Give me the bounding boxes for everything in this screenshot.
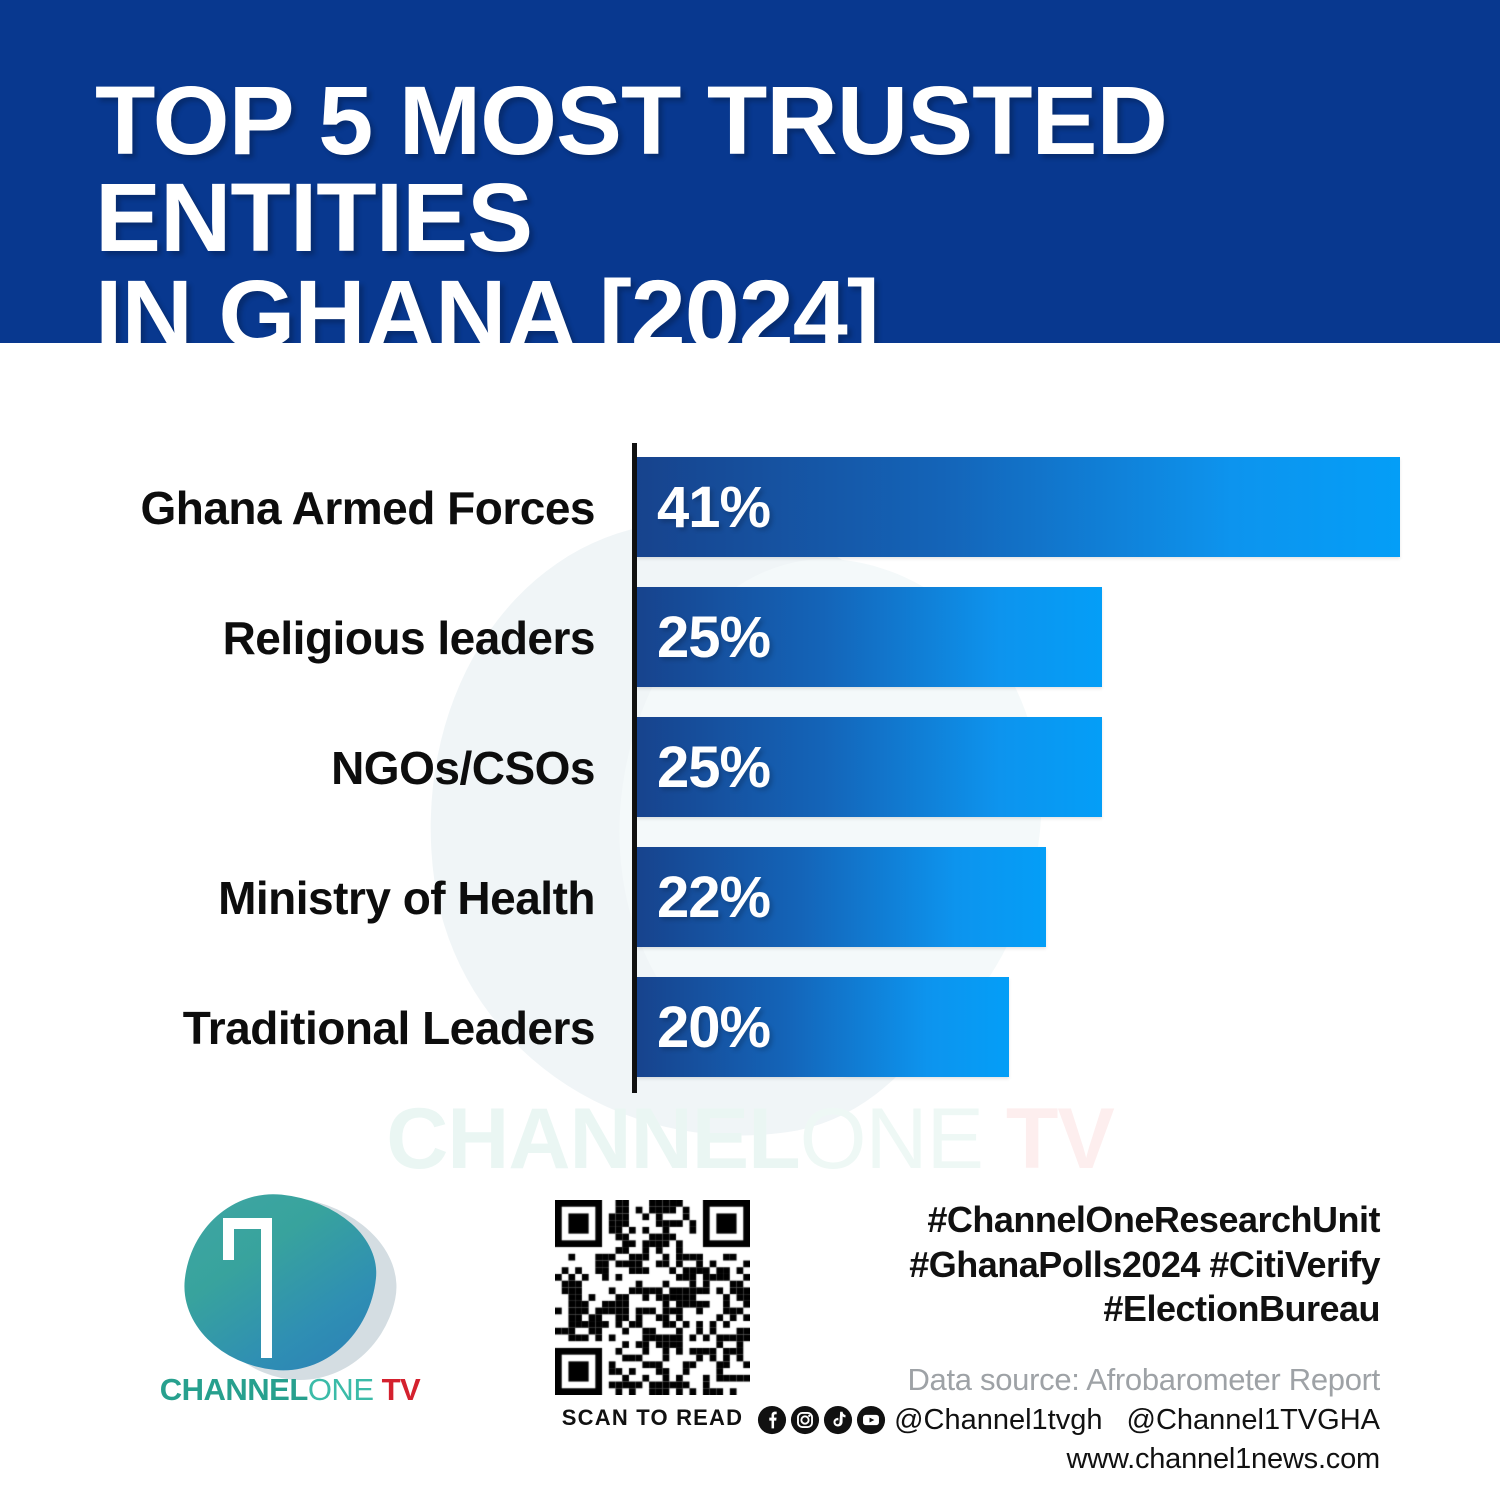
bar-value-label: 25% <box>657 734 771 800</box>
bar-rows-container: Ghana Armed Forces 41% Religious leaders 25… <box>0 443 1500 1093</box>
bar[interactable]: 25% <box>637 587 1103 687</box>
bar-value-label: 25% <box>657 604 771 670</box>
youtube-icon[interactable] <box>856 1405 886 1435</box>
footer-info-block: #ChannelOneResearchUnit #GhanaPolls2024 … <box>757 1198 1381 1476</box>
qr-code-block[interactable]: SCAN TO READ <box>545 1200 760 1431</box>
logo-channel-text: CHANNEL <box>159 1372 309 1407</box>
logo-one-text: ONE <box>307 1372 374 1407</box>
bar-container: 25% <box>637 587 1103 687</box>
channel-one-logo[interactable]: CHANNELONE TV <box>130 1182 450 1440</box>
bar-category-label: Ghana Armed Forces <box>140 482 595 534</box>
instagram-icon[interactable] <box>790 1405 820 1435</box>
qr-caption: SCAN TO READ <box>561 1405 744 1430</box>
bar[interactable]: 25% <box>637 717 1103 817</box>
logo-tv-text: TV <box>373 1372 421 1407</box>
x-handle-text[interactable]: @Channel1TVGHA <box>1126 1403 1381 1436</box>
chart-axis-line <box>632 443 637 1093</box>
bar-row: NGOs/CSOs 25% <box>0 703 1500 833</box>
data-source-label: Data source: Afrobarometer Report <box>907 1361 1380 1397</box>
watermark-one-text: ONE <box>799 1091 984 1187</box>
brand-watermark: CHANNELONE TV <box>0 1090 1500 1189</box>
bar-row: Religious leaders 25% <box>0 573 1500 703</box>
bar-category-label: Religious leaders <box>222 612 596 664</box>
social-icons-group <box>757 1405 886 1435</box>
watermark-tv-text: TV <box>983 1091 1115 1187</box>
logo-wordmark: CHANNELONE TV <box>130 1372 450 1408</box>
qr-code-image[interactable] <box>555 1200 750 1395</box>
bar-container: 41% <box>637 457 1400 557</box>
header-banner: TOP 5 MOST TRUSTED ENTITIES IN GHANA [20… <box>0 0 1500 343</box>
bar-row: Ghana Armed Forces 41% <box>0 443 1500 573</box>
facebook-icon[interactable] <box>757 1405 787 1435</box>
bar-chart: Ghana Armed Forces 41% Religious leaders 25… <box>0 343 1500 1103</box>
bar-container: 22% <box>637 847 1047 947</box>
bar-category-label: Traditional Leaders <box>182 1002 596 1054</box>
bar-row: Traditional Leaders 20% <box>0 963 1500 1093</box>
website-url[interactable]: www.channel1news.com <box>1066 1442 1380 1475</box>
bar-row: Ministry of Health 22% <box>0 833 1500 963</box>
bar-category-label: NGOs/CSOs <box>331 742 595 794</box>
bar-value-label: 41% <box>657 474 771 540</box>
footer: CHANNELONE TV SCAN TO READ #ChannelOneRe… <box>0 1180 1500 1500</box>
social-handles-row: @Channel1tvgh @Channel1TVGHA <box>757 1403 1381 1437</box>
hashtags: #ChannelOneResearchUnit #GhanaPolls2024 … <box>909 1199 1380 1330</box>
bar[interactable]: 20% <box>637 977 1010 1077</box>
bar-category-label: Ministry of Health <box>218 872 595 924</box>
tiktok-icon[interactable] <box>823 1405 853 1435</box>
page-title: TOP 5 MOST TRUSTED ENTITIES IN GHANA [20… <box>95 66 1168 343</box>
bar-value-label: 20% <box>657 994 771 1060</box>
bar-value-label: 22% <box>657 864 771 930</box>
bar-container: 25% <box>637 717 1103 817</box>
bar[interactable]: 22% <box>637 847 1047 947</box>
watermark-channel-text: CHANNEL <box>386 1091 800 1187</box>
bar[interactable]: 41% <box>637 457 1400 557</box>
social-handle-text[interactable]: @Channel1tvgh <box>894 1403 1103 1436</box>
bar-container: 20% <box>637 977 1010 1077</box>
logo-numeral-one-icon <box>223 1218 293 1358</box>
